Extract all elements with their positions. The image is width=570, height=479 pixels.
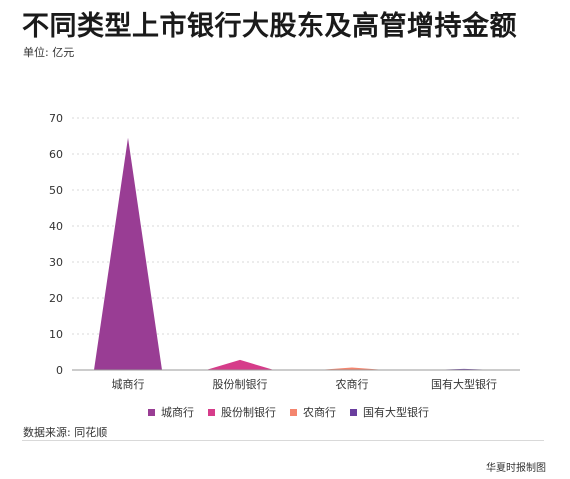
legend-item: 股份制银行 [208,404,276,420]
legend-label: 农商行 [303,406,336,419]
source-note: 数据来源: 同花顺 [23,426,108,439]
credit-text: 华夏时报制图 [486,463,546,474]
legend-label: 城商行 [161,406,194,419]
y-tick-label: 0 [56,364,63,377]
area-chart: 0 10 20 30 40 50 60 70 城商行 股份制银行 农商行 国有大型银行 [49,112,520,391]
legend-swatch [208,408,215,416]
legend-item: 农商行 [290,404,336,420]
y-tick-label: 60 [49,148,63,161]
y-tick-label: 70 [49,112,63,125]
y-tick-label: 30 [49,256,63,269]
legend-item: 国有大型银行 [350,404,429,420]
area-peak-2 [206,359,274,370]
chart-title: 不同类型上市银行大股东及高管增持金额 [22,11,517,42]
legend: 城商行 股份制银行 农商行 国有大型银行 [148,404,429,420]
x-tick-label: 国有大型银行 [431,377,497,391]
legend-item: 城商行 [148,404,194,420]
x-tick-label: 城商行 [112,377,145,391]
y-tick-label: 20 [49,292,63,305]
legend-swatch [290,408,297,416]
legend-label: 股份制银行 [221,406,276,419]
x-tick-label: 农商行 [336,377,369,391]
unit-label: 单位: 亿元 [23,46,75,59]
y-axis-ticks: 0 10 20 30 40 50 60 70 [49,112,63,377]
y-tick-label: 50 [49,184,63,197]
y-tick-label: 10 [49,328,63,341]
area-peak-1 [94,137,162,370]
y-tick-label: 40 [49,220,63,233]
legend-label: 国有大型银行 [363,406,429,419]
legend-swatch [350,408,357,416]
divider [22,440,544,441]
area-peak-3 [318,367,386,370]
x-axis-ticks: 城商行 股份制银行 农商行 国有大型银行 [112,377,498,391]
legend-swatch [148,408,155,416]
data-areas [94,137,498,370]
x-tick-label: 股份制银行 [213,377,268,391]
